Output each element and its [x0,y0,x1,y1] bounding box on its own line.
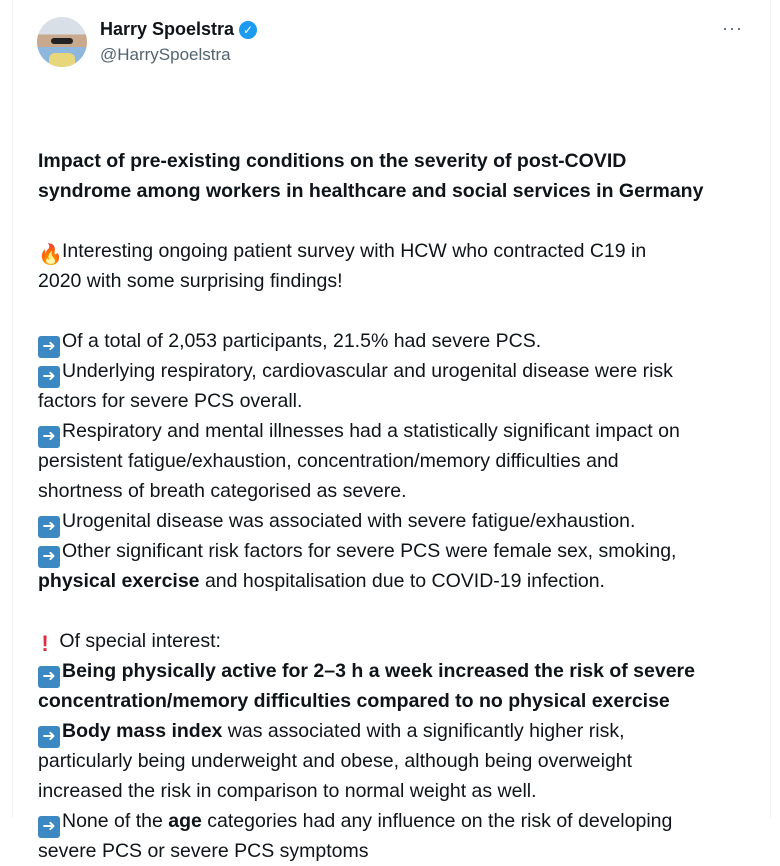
special-line: increased the risk in comparison to norm… [38,780,537,802]
exclamation-icon: ! [41,631,49,656]
arrow-right-icon: ➜ [38,366,60,388]
arrow-right-icon: ➜ [38,426,60,448]
tweet-title: syndrome among workers in healthcare and… [38,180,704,202]
intro-line: 2020 with some surprising findings! [38,270,343,292]
special-line: concentration/memory difficulties compar… [38,686,758,716]
bold-text: Body mass index [62,720,223,742]
more-options-icon[interactable]: ··· [722,18,743,38]
finding-line: factors for severe PCS overall. [38,390,303,412]
special-text: was associated with a significantly high… [222,720,625,742]
tweet-card [12,0,771,818]
verified-badge-icon: ✓ [239,20,258,39]
bold-text: physical exercise [38,570,200,592]
finding-line: shortness of breath categorised as sever… [38,480,407,502]
tweet-title: Impact of pre-existing conditions on the… [38,150,627,172]
special-text: categories had any influence on the risk… [201,810,673,832]
intro-line: 🔥Interesting ongoing patient survey with… [38,236,758,266]
finding-line: ➜ Of a total of 2,053 participants, 21.5%… [38,326,758,358]
arrow-right-icon: ➜ [38,726,60,748]
bold-text: concentration/memory difficulties compar… [38,690,670,712]
arrow-right-icon: ➜ [38,546,60,568]
bold-text: Being physically active for 2–3 h a week… [62,660,695,682]
finding-line: ➜ Underlying respiratory, cardiovascular … [38,356,758,388]
arrow-right-icon: ➜ [38,516,60,538]
finding-text: and hospitalisation due to COVID-19 infe… [199,570,605,592]
special-line: particularly being underweight and obese… [38,750,633,772]
finding-text: Respiratory and mental illnesses had a s… [62,420,680,442]
finding-line: persistent fatigue/exhaustion, concentra… [38,450,619,472]
arrow-right-icon: ➜ [38,666,60,688]
special-heading-text: Of special interest: [54,630,221,652]
finding-line: ➜ Respiratory and mental illnesses had a … [38,416,758,448]
arrow-right-icon: ➜ [38,816,60,838]
finding-text: Other significant risk factors for sever… [62,540,677,562]
author-handle[interactable]: @HarrySpoelstra [100,45,231,64]
finding-line: ➜ Other significant risk factors for seve… [38,536,758,568]
special-line: severe PCS or severe PCS symptoms [38,840,369,862]
finding-line: ➜ Urogenital disease was associated with … [38,506,758,538]
special-line: ➜ Body mass index was associated with a s… [38,716,758,748]
fire-icon: 🔥 [38,244,63,266]
arrow-right-icon: ➜ [38,336,60,358]
finding-text: Underlying respiratory, cardiovascular a… [62,360,673,382]
avatar[interactable] [37,17,87,67]
bold-text: age [168,810,202,832]
special-line: ➜ None of the age categories had any infl… [38,806,758,838]
tweet-text: Impact of pre-existing conditions on the… [38,146,758,866]
special-heading: ! Of special interest: [38,626,758,656]
special-text: None of the [62,810,169,832]
intro-text: Interesting ongoing patient survey with … [62,240,647,262]
finding-text: Urogenital disease was associated with s… [62,510,636,532]
special-line: ➜ Being physically active for 2–3 h a wee… [38,656,758,688]
author-name-text: Harry Spoelstra [100,19,235,39]
finding-line: physical exercise and hospitalisation du… [38,566,758,596]
author-name[interactable]: Harry Spoelstra ✓ [100,19,258,40]
finding-text: Of a total of 2,053 participants, 21.5% … [62,330,542,352]
